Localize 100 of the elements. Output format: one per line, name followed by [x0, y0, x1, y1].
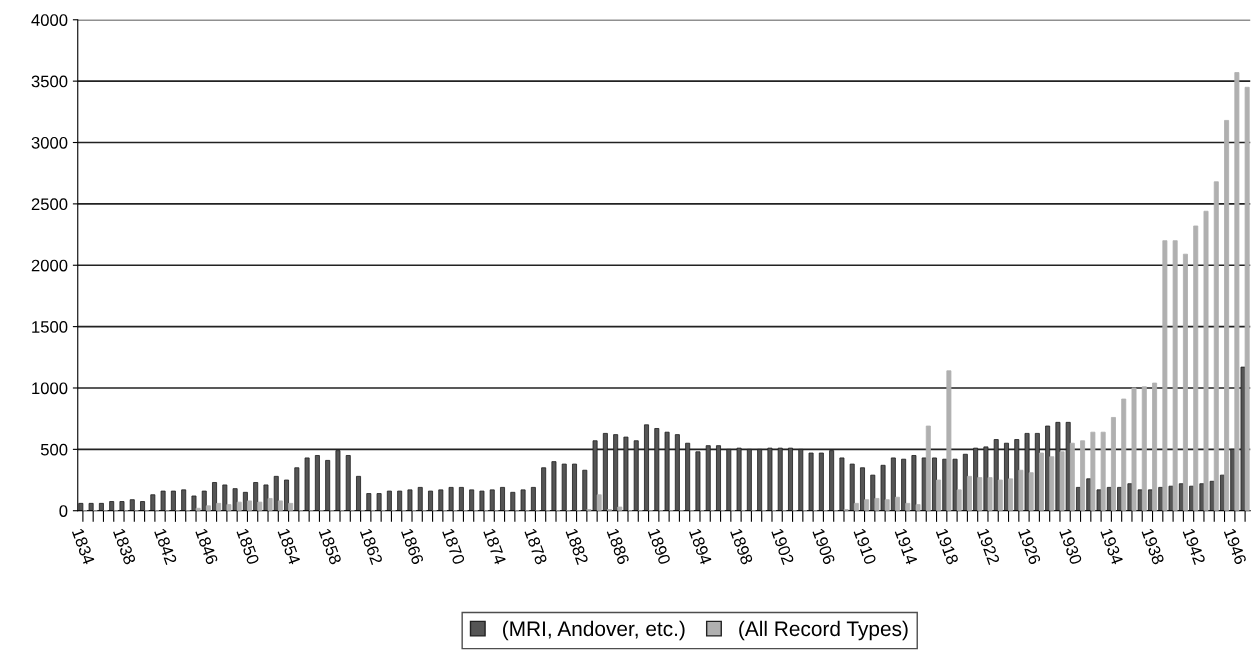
x-tick-label: 1942	[1182, 528, 1206, 565]
bar	[119, 501, 125, 511]
legend-label: (All Record Types)	[739, 620, 908, 641]
bar	[530, 486, 536, 511]
bar	[273, 475, 279, 511]
bar	[263, 484, 269, 511]
bar	[880, 464, 886, 511]
bar	[1131, 387, 1137, 511]
bar	[1137, 489, 1143, 511]
x-tick-label: 1886	[606, 528, 630, 566]
bar	[222, 484, 228, 511]
x-tick-label: 1870	[442, 528, 466, 566]
bar	[458, 486, 464, 511]
bar	[304, 457, 310, 511]
bar	[1162, 240, 1168, 511]
x-tick-label: 1922	[976, 528, 1000, 565]
bar	[109, 501, 115, 511]
x-tick-label: 1894	[688, 528, 713, 566]
bar	[510, 491, 516, 511]
bar	[1110, 417, 1116, 511]
bar	[376, 493, 382, 511]
bar	[839, 457, 845, 511]
bar	[1008, 478, 1014, 511]
bar	[1018, 469, 1024, 511]
bar	[428, 490, 433, 511]
bar	[479, 490, 485, 511]
bar	[205, 505, 211, 511]
bar	[88, 502, 94, 511]
bar	[1182, 253, 1188, 511]
bar	[905, 502, 911, 511]
y-tick-label: 2500	[31, 198, 68, 211]
bar	[853, 502, 859, 511]
y-tick-label: 0	[59, 505, 68, 517]
bar	[236, 501, 242, 511]
bar	[864, 499, 870, 511]
bar	[1080, 440, 1086, 511]
bar	[582, 469, 588, 511]
bar	[617, 506, 623, 511]
bar	[1141, 386, 1147, 511]
bar	[1203, 210, 1209, 511]
x-tick-label: 1890	[647, 528, 671, 566]
bar	[1069, 442, 1075, 511]
bar	[874, 498, 880, 511]
x-tick-label: 1878	[524, 528, 548, 566]
bar	[284, 479, 290, 511]
bar	[201, 490, 207, 511]
x-tick-label: 1906	[812, 528, 836, 566]
x-tick-label: 1846	[195, 528, 219, 566]
bar	[489, 489, 495, 511]
bar	[247, 500, 252, 511]
y-tick-label: 3500	[31, 75, 68, 88]
bar	[397, 490, 403, 511]
bar	[226, 504, 232, 511]
y-tick-label: 2000	[31, 259, 68, 272]
bar	[345, 455, 351, 511]
y-tick-label: 3000	[31, 136, 68, 149]
bar	[946, 370, 952, 511]
bar	[952, 458, 958, 511]
y-tick-label: 1000	[32, 382, 68, 395]
bar	[181, 489, 187, 511]
bar	[870, 474, 876, 511]
bar	[1100, 431, 1106, 511]
x-tick-label: 1850	[236, 528, 260, 566]
bar	[596, 494, 602, 511]
x-tick-label: 1918	[935, 528, 959, 566]
x-tick-label: 1866	[400, 528, 425, 566]
x-tick-label: 1882	[565, 528, 589, 565]
bar	[1121, 398, 1127, 511]
bar	[1152, 382, 1158, 511]
bar	[191, 495, 197, 511]
bar	[267, 498, 273, 511]
bar	[849, 463, 855, 511]
bar	[294, 467, 300, 511]
y-tick-label: 1500	[32, 321, 68, 333]
bar	[140, 501, 146, 511]
bar	[1028, 472, 1034, 511]
x-tick-label: 1902	[771, 528, 795, 565]
x-tick-label: 1842	[154, 528, 178, 565]
x-tick-label: 1910	[853, 528, 877, 566]
y-tick-label: 500	[40, 443, 68, 456]
bar	[216, 502, 222, 511]
bar	[160, 490, 166, 511]
bar	[129, 499, 135, 511]
bar	[572, 463, 577, 511]
x-tick-label: 1862	[359, 528, 383, 565]
x-tick-label: 1838	[112, 528, 137, 566]
bar	[1234, 72, 1240, 511]
bar	[1209, 480, 1215, 511]
bar	[884, 499, 890, 511]
bar	[469, 489, 475, 511]
bar	[541, 467, 547, 511]
bar	[448, 486, 454, 511]
bar	[1244, 86, 1250, 511]
bar	[1224, 120, 1230, 511]
y-tick-label: 4000	[31, 14, 68, 26]
bar	[288, 502, 294, 511]
bar	[997, 479, 1003, 511]
x-tick-label: 1934	[1100, 528, 1124, 566]
bar	[808, 452, 814, 511]
bar	[366, 493, 372, 511]
